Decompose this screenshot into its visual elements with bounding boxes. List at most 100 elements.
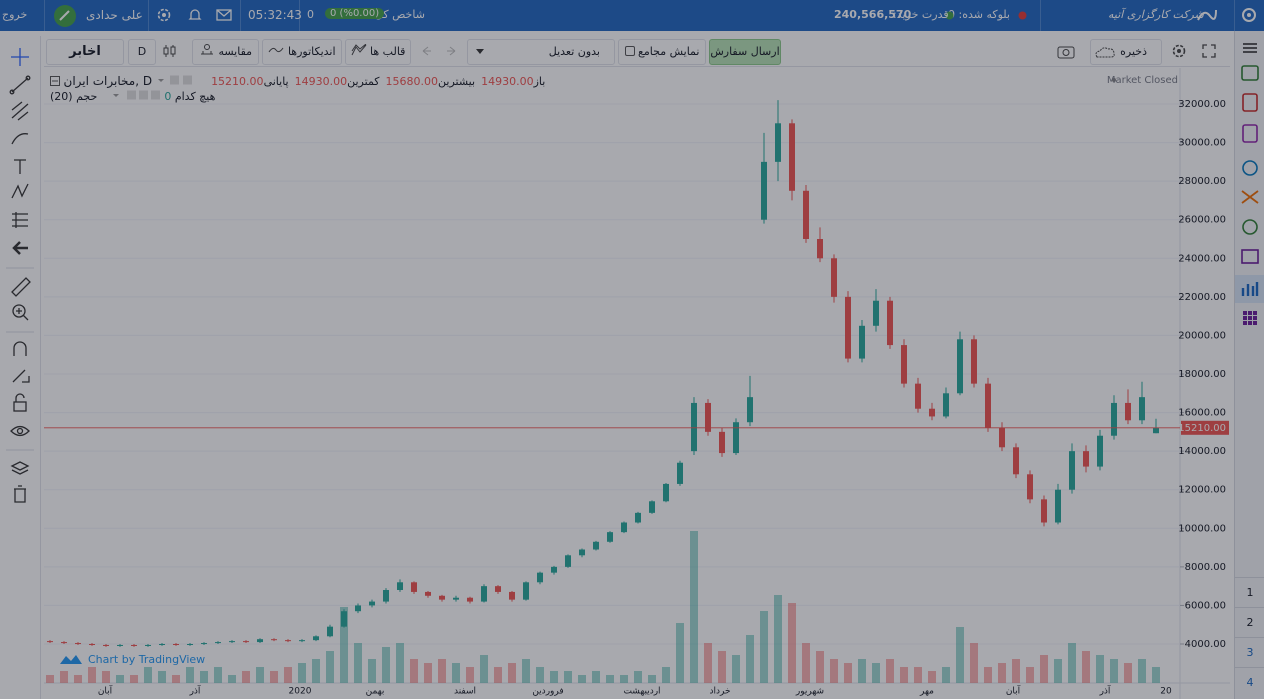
avatar[interactable] [53,4,77,28]
fib-tool[interactable] [11,101,29,121]
volume-bar [634,671,642,683]
candle-body [761,161,767,220]
chart-style-button[interactable] [162,43,178,59]
logout[interactable]: خروج [2,8,28,21]
tradingview-logo [60,655,82,664]
trash-tool[interactable] [14,485,26,503]
volume-bar [116,675,124,683]
volume-bar [172,675,180,683]
volume-bar [158,671,166,683]
page-number[interactable]: 4 [1235,667,1264,697]
volume-bar [326,651,334,683]
snapshot-button[interactable] [1057,43,1075,59]
candle-body [929,408,935,417]
volume-bar [578,675,586,683]
volume-bar [312,659,320,683]
volume-bar [256,667,264,683]
orders-icon[interactable] [1242,93,1258,112]
volume-bar [914,667,922,683]
drawing-toolbar [0,36,41,699]
volume-bar [550,671,558,683]
attribution[interactable]: Chart by TradingView [88,653,205,666]
money-icon[interactable] [1242,219,1258,235]
monitor-icon[interactable] [1241,249,1259,264]
top-bar: شرکت کارگزاری آتیه بلوکه شده: 0 قدرت خری… [0,0,1264,31]
indicators-button[interactable]: اندیکاتورها [262,39,342,65]
volume-bar [88,667,96,683]
volume-bar [1110,659,1118,683]
volume-bar [844,663,852,683]
candle-body [397,582,403,591]
bell-icon[interactable] [187,7,203,23]
settings-icon[interactable] [156,7,172,23]
settings-icon[interactable] [1240,6,1258,24]
legend-controls[interactable] [156,75,202,85]
candle-body [1139,397,1145,421]
portfolio-icon[interactable] [1241,65,1259,81]
measure-tool[interactable] [12,212,28,228]
crosshair-tool[interactable] [11,48,29,66]
line-tool[interactable] [9,75,31,95]
candle-body [1097,435,1103,467]
clock: 05:32:43 [248,8,302,22]
axes: 4000.00 6000.00 8000.00 10000.00 12000.00 140… [44,99,1229,697]
y-tick-label: 14000.00 [1178,446,1226,457]
chart-icon[interactable] [1241,282,1259,296]
candle-body [565,555,571,567]
save-button[interactable]: ذخیره [1090,39,1162,65]
show-meetings-toggle[interactable]: نمایش مجامع [618,39,706,65]
templates-button[interactable]: قالب ها [345,39,411,65]
x-tick-label: اردیبهشت [623,687,660,697]
volume-bar [410,659,418,683]
transfer-icon[interactable] [1241,190,1259,204]
candle-body [985,383,991,429]
ruler-tool[interactable] [11,277,31,297]
page-number[interactable]: 2 [1235,607,1264,637]
visibility-tool[interactable] [10,425,30,437]
settings-button[interactable] [1171,43,1187,59]
message-icon[interactable] [216,8,232,22]
y-tick-label: 10000.00 [1178,523,1226,534]
lock-tool[interactable] [13,393,27,412]
chart-toolbar: ذخیره ارسال سفارش نمایش مجامع بدون تعدیل… [44,36,1230,67]
candle-body [425,591,431,596]
menu-icon[interactable] [1243,43,1257,53]
pattern-tool[interactable] [11,183,29,199]
magnet-tool[interactable] [13,341,27,356]
adjustment-dropdown[interactable]: بدون تعدیل [467,39,615,65]
volume-bar [606,675,614,683]
ohlc-label: بیشترین [438,75,476,88]
compare-button[interactable]: مقایسه [192,39,259,65]
grid-icon[interactable] [1243,311,1257,325]
checkbox[interactable] [624,46,635,56]
layers-tool[interactable] [10,461,30,475]
candle-body [355,605,361,612]
report-icon[interactable] [1242,124,1258,143]
candle-body [733,422,739,454]
candle-body [775,123,781,162]
brush-tool[interactable] [11,133,29,145]
back-arrow[interactable] [12,241,28,255]
fullscreen-button[interactable] [1201,43,1217,59]
volume-bar [802,643,810,683]
candle-body [439,595,445,600]
lock-drawing[interactable] [12,369,30,383]
symbol-button[interactable]: اخابر [46,39,124,65]
candle-body [1125,402,1131,421]
ohlc-value: 14930.00 [481,75,534,88]
text-tool[interactable] [14,159,26,174]
collapse-button[interactable] [50,76,60,86]
volume-bar [340,607,348,683]
study-controls[interactable] [101,90,161,100]
zoom-tool[interactable] [12,304,29,321]
send-order-button[interactable]: ارسال سفارش [709,39,781,65]
interval-button[interactable]: D [128,39,156,65]
page-number[interactable]: 3 [1235,637,1264,667]
page-number[interactable]: 1 [1235,577,1264,607]
watch-icon[interactable] [1242,160,1258,176]
cloud-icon [1095,47,1115,58]
volume-bar [620,675,628,683]
undo-redo[interactable] [419,45,459,57]
candle-body [243,641,249,643]
x-tick-label: اسفند [454,687,476,697]
